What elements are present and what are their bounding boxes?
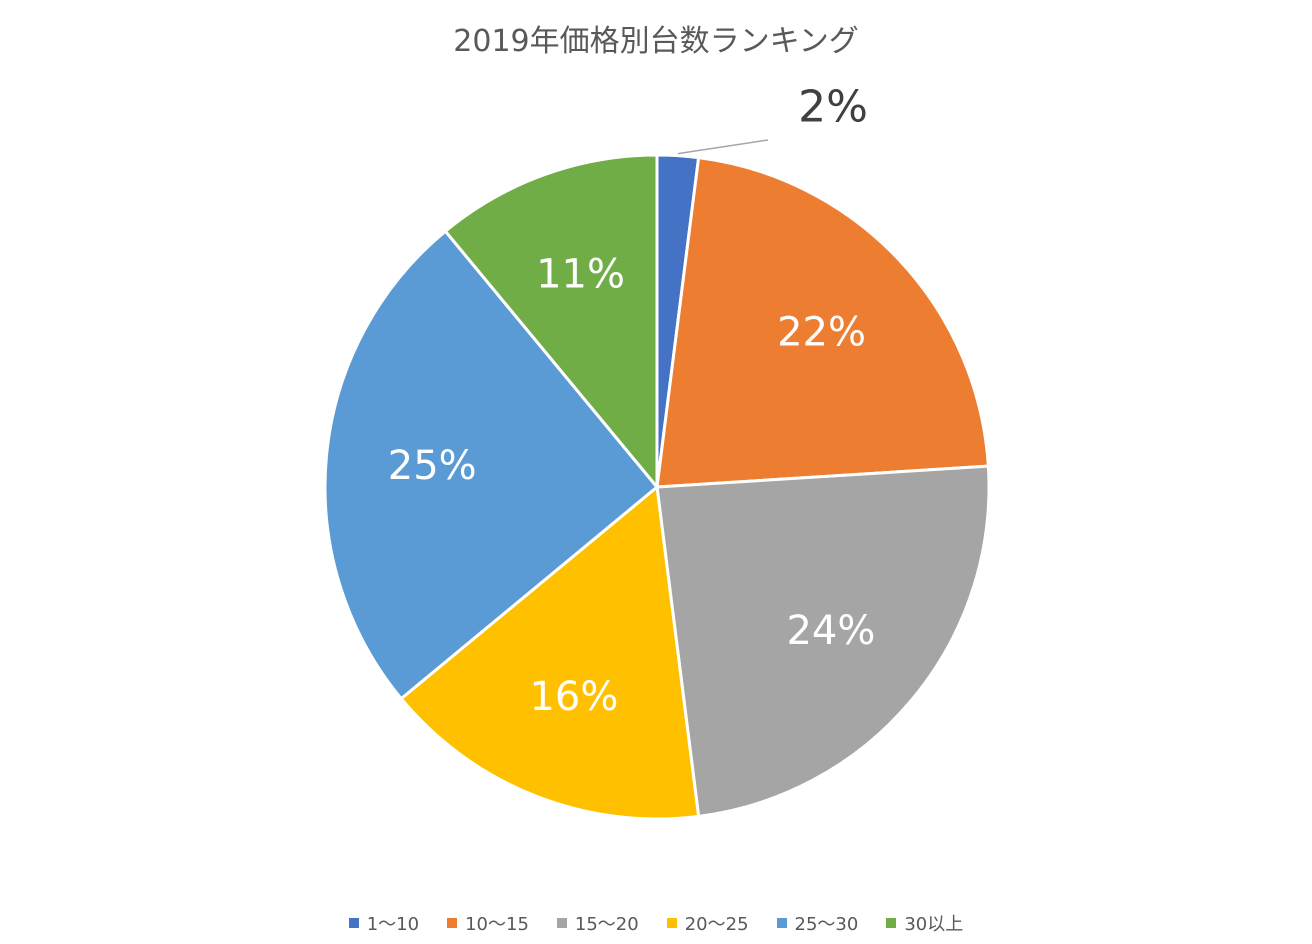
legend-swatch-2 xyxy=(447,918,458,928)
chart-legend: 1〜10 10〜15 15〜20 20〜25 25〜30 30以上 xyxy=(0,910,1312,936)
legend-swatch-4 xyxy=(666,918,677,928)
pie-slice-5 xyxy=(323,229,660,701)
legend-swatch-1 xyxy=(348,918,359,928)
data-label-5: 25% xyxy=(388,443,477,489)
legend-item-2: 10〜15 xyxy=(447,910,529,936)
chart-title: 2019年価格別台数ランキング xyxy=(453,24,859,59)
legend-label-4: 20〜25 xyxy=(684,914,749,935)
legend-label-2: 10〜15 xyxy=(465,914,529,935)
legend-item-5: 25〜30 xyxy=(776,910,859,936)
legend-item-3: 15〜20 xyxy=(556,910,639,936)
data-label-2: 22% xyxy=(777,309,866,355)
leader-line-1 xyxy=(677,139,769,155)
pie-slice-6 xyxy=(443,153,659,492)
data-label-1: 2% xyxy=(798,82,868,133)
pie-slice-4 xyxy=(399,484,701,821)
legend-swatch-5 xyxy=(776,918,787,928)
pie-slice-3 xyxy=(655,464,991,819)
legend-item-1: 1〜10 xyxy=(348,910,420,936)
pie-slice-2 xyxy=(655,155,990,489)
legend-item-4: 20〜25 xyxy=(666,910,749,936)
legend-label-6: 30以上 xyxy=(904,914,964,935)
legend-swatch-6 xyxy=(886,918,897,928)
legend-swatch-3 xyxy=(556,918,567,928)
data-label-4: 16% xyxy=(529,674,618,720)
legend-label-1: 1〜10 xyxy=(366,914,420,935)
legend-label-5: 25〜30 xyxy=(794,914,859,935)
data-label-3: 24% xyxy=(786,608,875,654)
data-label-6: 11% xyxy=(536,252,625,298)
legend-label-3: 15〜20 xyxy=(574,914,639,935)
legend-item-6: 30以上 xyxy=(886,910,963,936)
